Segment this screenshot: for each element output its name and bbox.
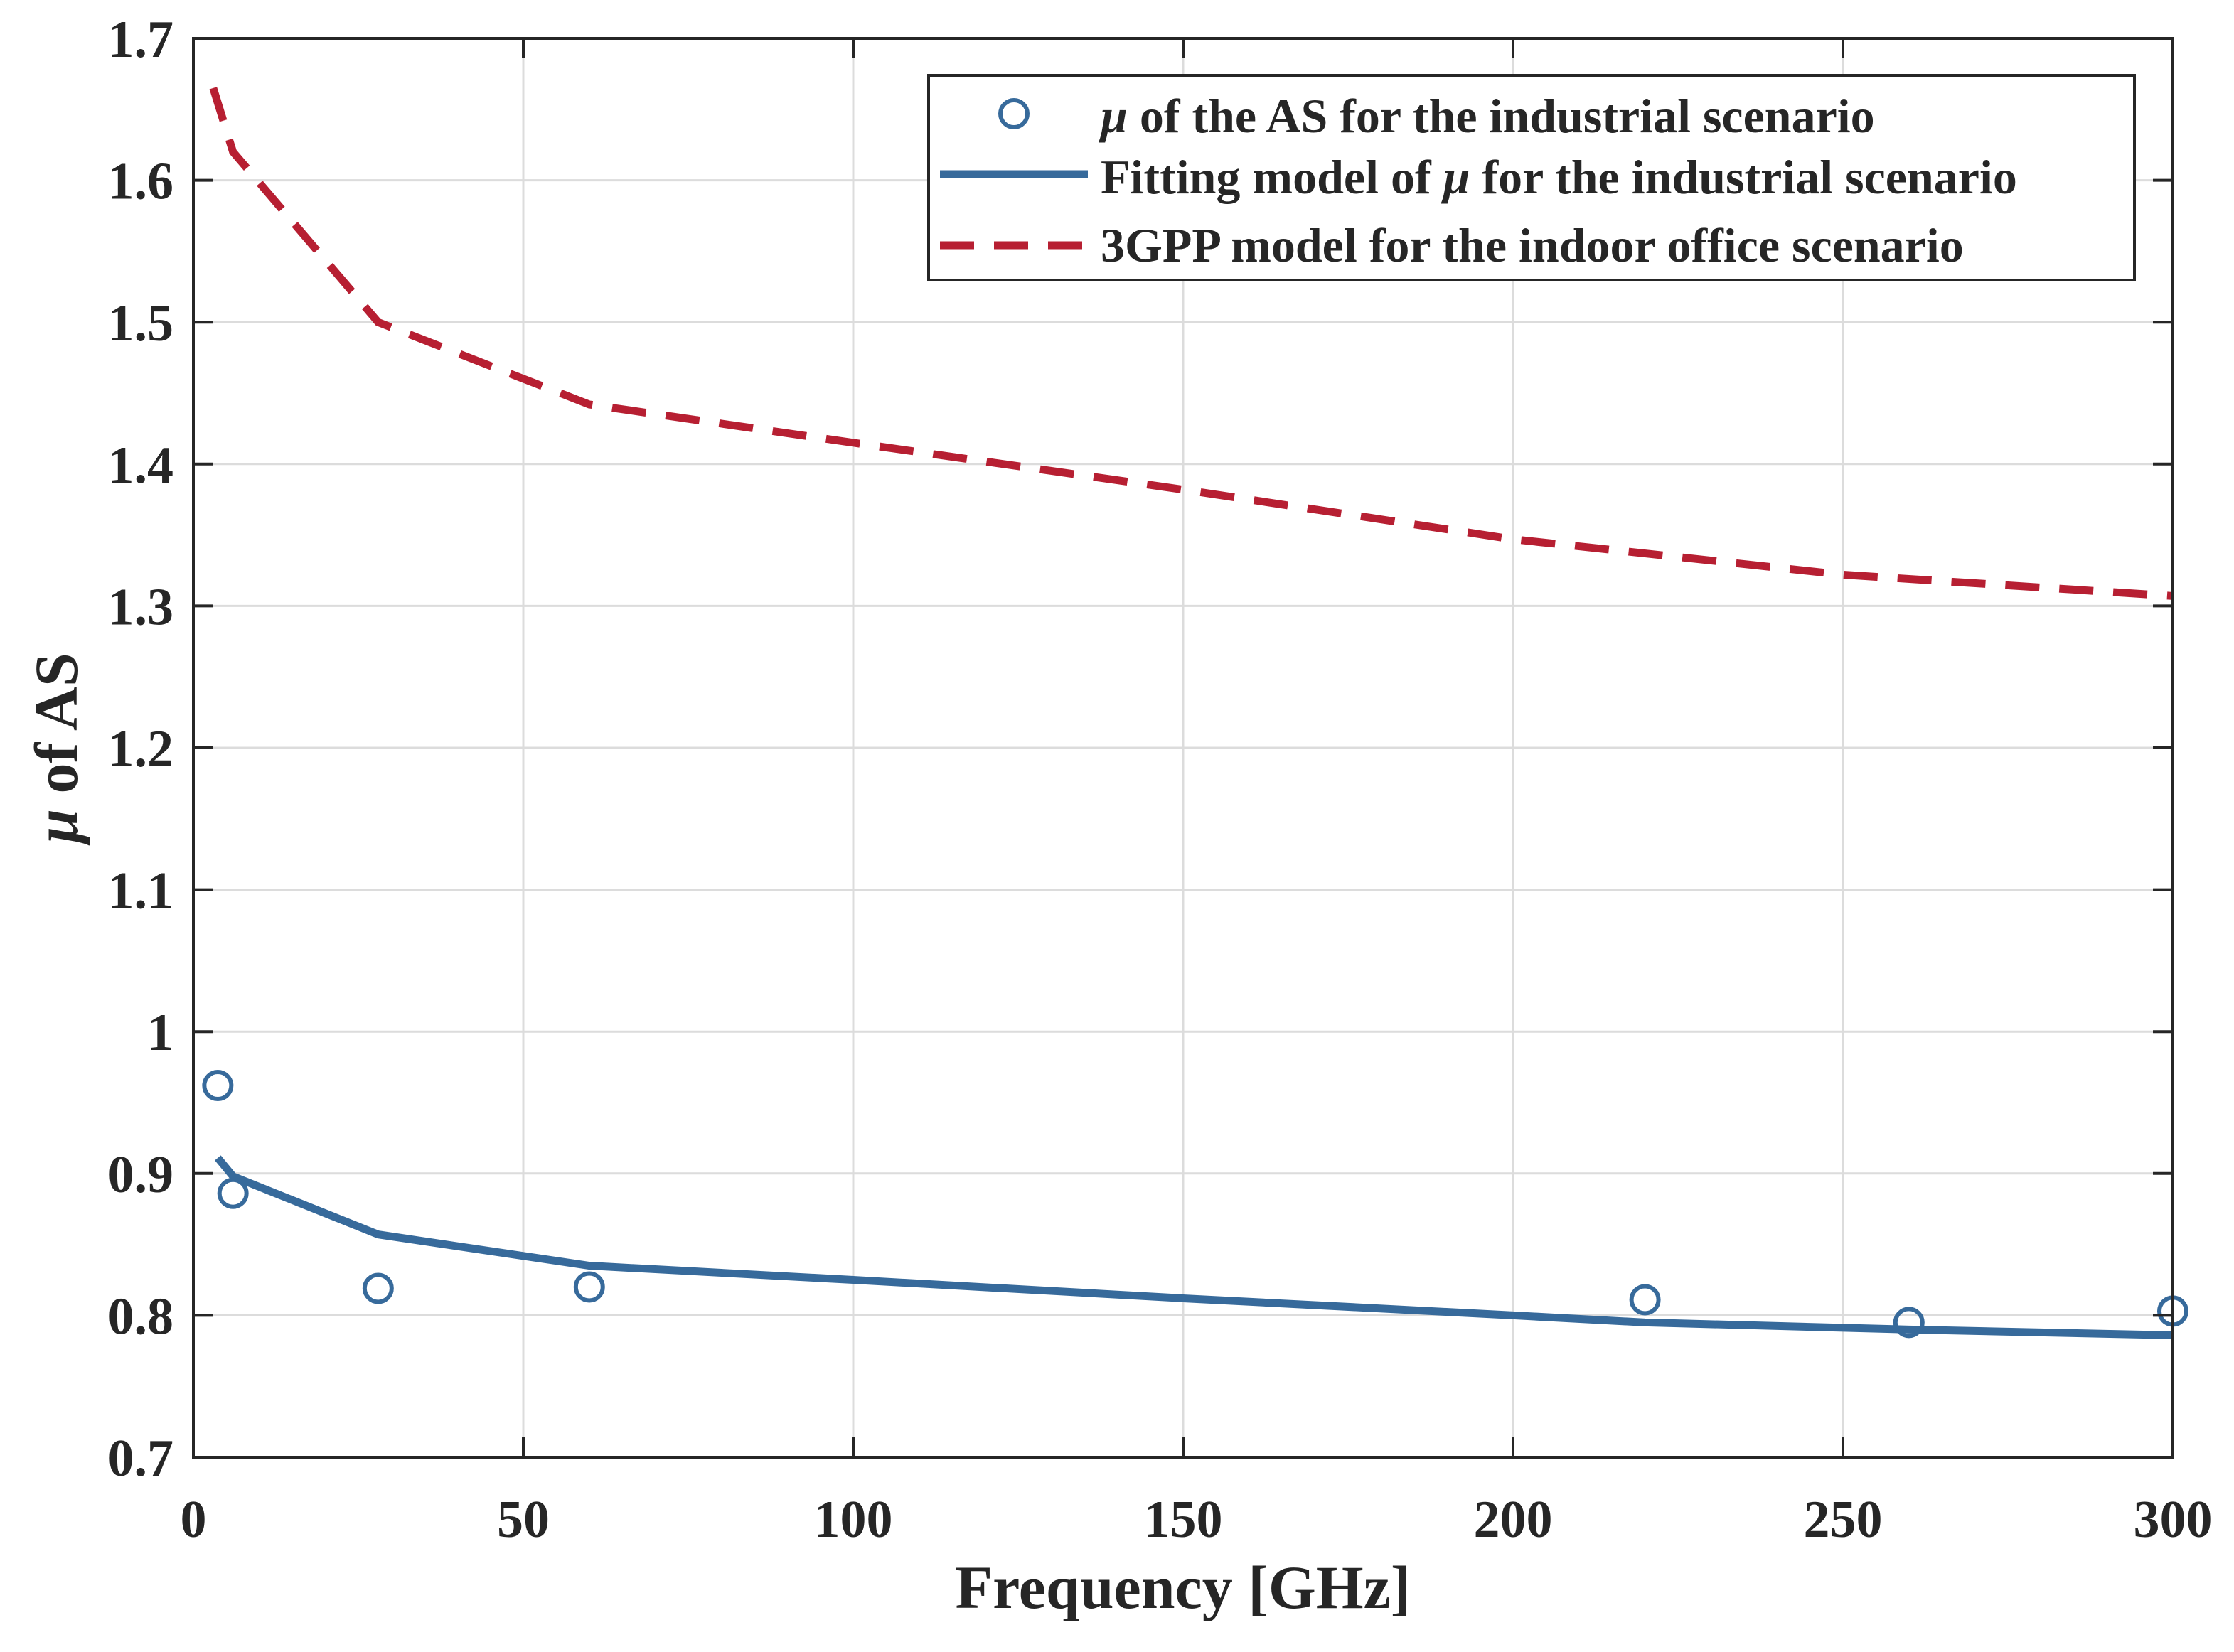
legend-entry-3gpp-text: 3GPP model for the indoor office scenari…: [1101, 218, 1964, 272]
measured-point: [1893, 1307, 1925, 1339]
x-tick-label: 250: [1804, 1491, 1883, 1549]
x-tick-label: 0: [181, 1491, 207, 1549]
x-tick-label: 300: [2134, 1491, 2213, 1549]
x-axis-label: Frequency [GHz]: [956, 1553, 1411, 1621]
legend-entry-measured: μ of the AS for the industrial scenario: [1099, 89, 1875, 143]
series-fitting-model: [215, 1155, 2174, 1339]
y-tick-label: 1.5: [108, 294, 174, 353]
y-tick-label: 0.7: [108, 1430, 174, 1488]
x-tick-label: 100: [814, 1491, 893, 1549]
x-tick-label: 50: [497, 1491, 550, 1549]
y-tick-label: 1.7: [108, 11, 174, 69]
y-axis-label-text: of AS: [22, 653, 90, 809]
3gpp-model-line: [209, 87, 2174, 600]
x-tick-label: 200: [1474, 1491, 1553, 1549]
y-axis-label-symbol: μ: [22, 809, 90, 846]
legend-entry-fitting-symbol: μ: [1441, 150, 1470, 204]
y-tick-label: 1.2: [108, 720, 174, 778]
legend-entry-fitting-text-a: Fitting model of: [1101, 150, 1443, 204]
y-axis-label: μ of AS: [22, 653, 90, 846]
measured-point: [573, 1271, 605, 1303]
y-tick-label: 1.4: [108, 436, 174, 495]
legend-entry-fitting-text-b: for the industrial scenario: [1470, 150, 2016, 204]
series-3gpp-model: [209, 87, 2174, 600]
legend-entry-fitting: Fitting model of μ for the industrial sc…: [1101, 150, 2017, 204]
legend-entry-measured-symbol: μ: [1099, 89, 1128, 143]
measured-point: [217, 1177, 249, 1209]
fitting-model-line: [215, 1155, 2174, 1339]
legend: μ of the AS for the industrial scenario …: [927, 74, 2136, 281]
legend-entry-3gpp: 3GPP model for the indoor office scenari…: [1101, 218, 1964, 272]
x-tick-labels: 0 50 100 150 200 250 300: [181, 1491, 2213, 1549]
y-tick-label: 1.6: [108, 153, 174, 211]
measured-point: [1629, 1284, 1661, 1316]
measured-point: [362, 1272, 394, 1304]
axis-ticks: [192, 37, 2174, 1459]
y-tick-label: 1.3: [108, 578, 174, 636]
legend-marker-circle: [998, 98, 1030, 129]
y-tick-label: 0.8: [108, 1287, 174, 1346]
x-tick-label: 150: [1144, 1491, 1223, 1549]
measured-point: [202, 1070, 234, 1102]
y-tick-labels: 0.7 0.8 0.9 1 1.1 1.2 1.3 1.4 1.5 1.6 1.7: [108, 11, 174, 1488]
y-tick-label: 1: [147, 1004, 173, 1062]
legend-entry-measured-text: of the AS for the industrial scenario: [1128, 89, 1875, 143]
legend-box: [927, 74, 2136, 281]
y-tick-label: 1.1: [108, 862, 174, 921]
y-tick-label: 0.9: [108, 1146, 174, 1204]
